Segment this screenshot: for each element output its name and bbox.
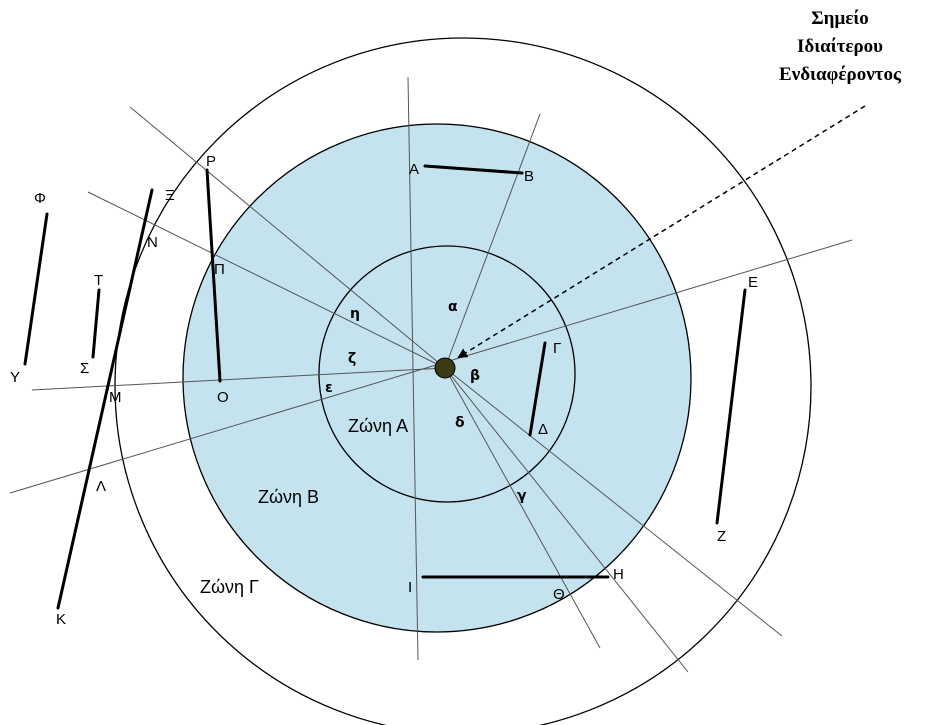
point-label-f: Φ — [34, 190, 46, 207]
segment-fy — [23, 212, 49, 366]
point-label-t: T — [94, 272, 103, 289]
segment-po — [205, 168, 222, 383]
segment-ab — [423, 164, 524, 175]
point-label-a: A — [409, 161, 419, 178]
point-label-e: E — [748, 274, 758, 291]
ray-5 — [129, 106, 446, 369]
sector-zeta: ζ — [348, 351, 356, 367]
point-label-n: N — [147, 234, 158, 251]
sector-epsilon: ε — [325, 380, 333, 396]
zone-a-circle — [318, 245, 576, 503]
rays — [9, 76, 853, 673]
segment-gd — [528, 341, 547, 437]
zone-b-disk — [182, 123, 692, 633]
caption-line-1: Σημείο — [811, 8, 869, 29]
pointer-arrow — [457, 105, 866, 359]
point-label-b: B — [524, 168, 534, 185]
zone-b-label: Ζώνη Β — [258, 487, 319, 507]
point-label-m: M — [109, 389, 122, 406]
sector-alpha: α — [448, 299, 458, 315]
caption-line-2: Ιδιαίτερου — [797, 36, 883, 57]
zone-a-label: Ζώνη Α — [348, 416, 408, 436]
sector-eta: η — [350, 306, 360, 322]
ray-2 — [444, 113, 541, 369]
point-label-x: Ξ — [165, 187, 175, 204]
sector-delta: δ — [455, 415, 465, 431]
point-label-k: K — [56, 611, 66, 628]
sector-beta: β — [470, 368, 480, 384]
zone-c-label: Ζώνη Γ — [200, 577, 259, 597]
ray-4 — [31, 367, 446, 391]
point-label-p: Π — [214, 261, 225, 278]
segment-ez — [715, 288, 747, 525]
segments — [23, 164, 747, 610]
ray-3 — [9, 239, 853, 494]
point-label-h: H — [613, 566, 624, 583]
point-label-y: Y — [10, 369, 20, 386]
point-label-o: O — [217, 389, 229, 406]
ray-6 — [87, 191, 446, 369]
caption-line-3: Ενδιαφέροντος — [779, 64, 902, 85]
point-label-i: I — [408, 579, 412, 596]
point-of-interest — [434, 357, 456, 379]
point-label-l: Λ — [96, 478, 106, 495]
sector-gamma: γ — [517, 488, 527, 504]
point-label-r: P — [206, 153, 216, 170]
point-label-g: Γ — [553, 340, 561, 357]
point-label-s: Σ — [80, 360, 89, 377]
point-label-th: Θ — [553, 586, 565, 603]
ray-9 — [444, 367, 601, 649]
segment-xk — [56, 188, 154, 610]
point-label-z: Z — [717, 528, 726, 545]
ray-8 — [444, 367, 689, 673]
ray-1 — [407, 76, 419, 661]
ray-7 — [444, 367, 783, 637]
segment-ts — [91, 288, 101, 359]
point-label-d: Δ — [538, 421, 548, 438]
